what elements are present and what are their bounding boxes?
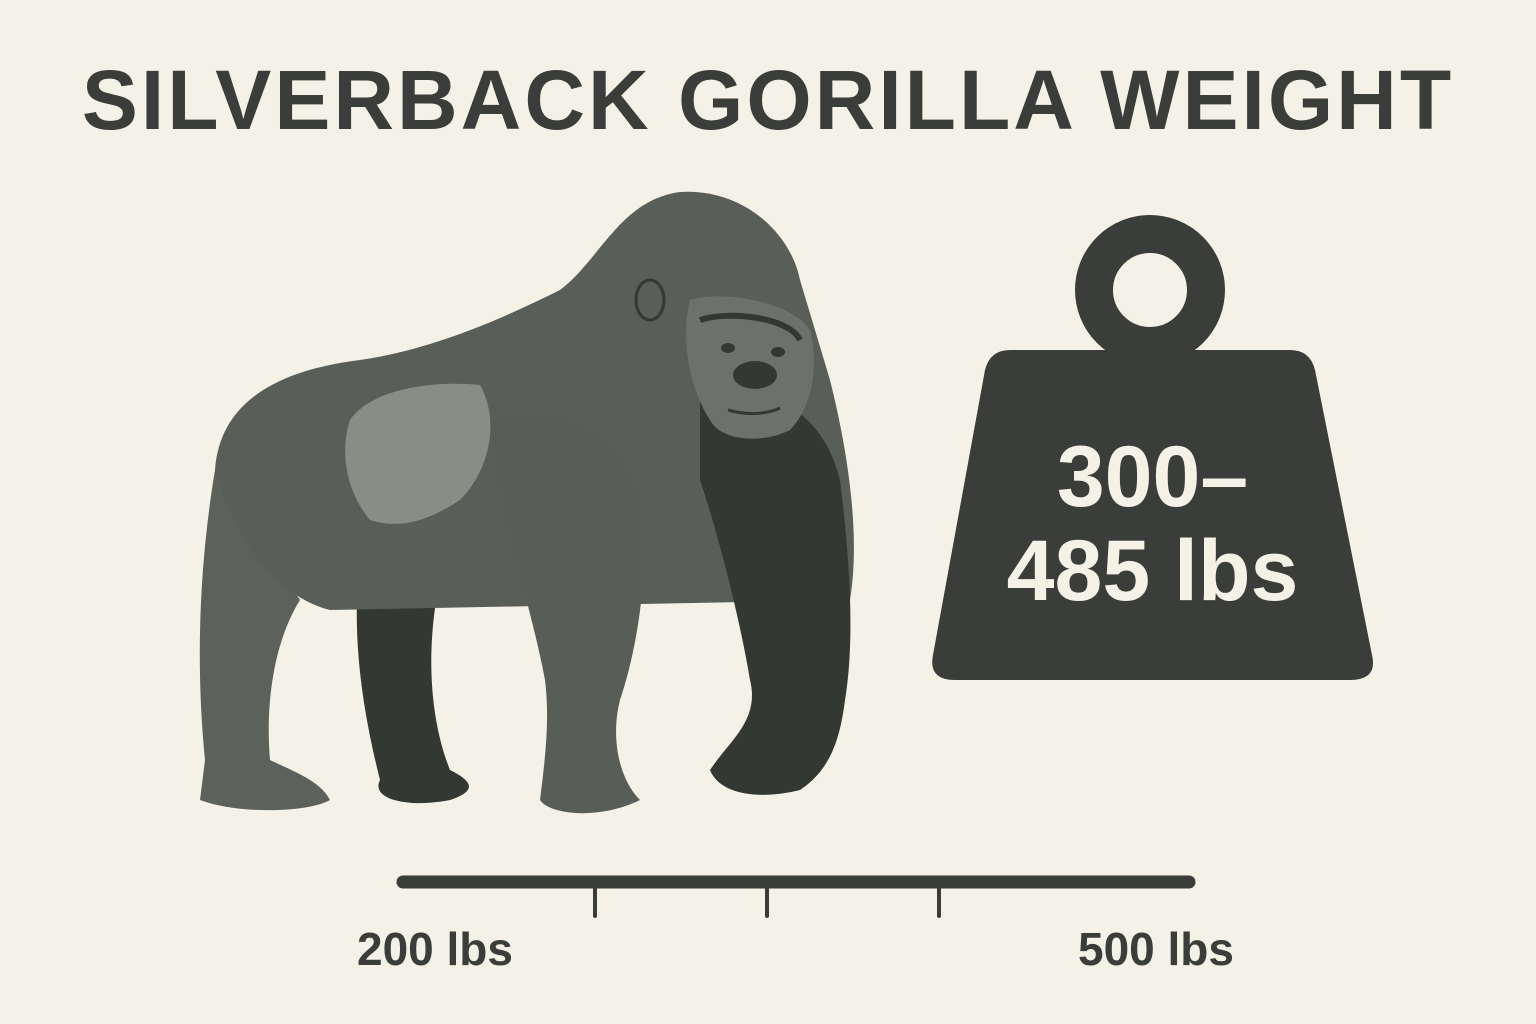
weight-range-line1: 300– [1056, 429, 1249, 525]
scale-min-label: 200 lbs [357, 923, 513, 975]
page-title: SILVERBACK GORILLA WEIGHT [81, 53, 1455, 147]
weight-icon [932, 215, 1374, 680]
scale-max-label: 500 lbs [1078, 923, 1234, 975]
gorilla-icon [199, 191, 854, 814]
weight-scale [396, 875, 1196, 918]
weight-range-line2: 485 lbs [1006, 523, 1299, 619]
